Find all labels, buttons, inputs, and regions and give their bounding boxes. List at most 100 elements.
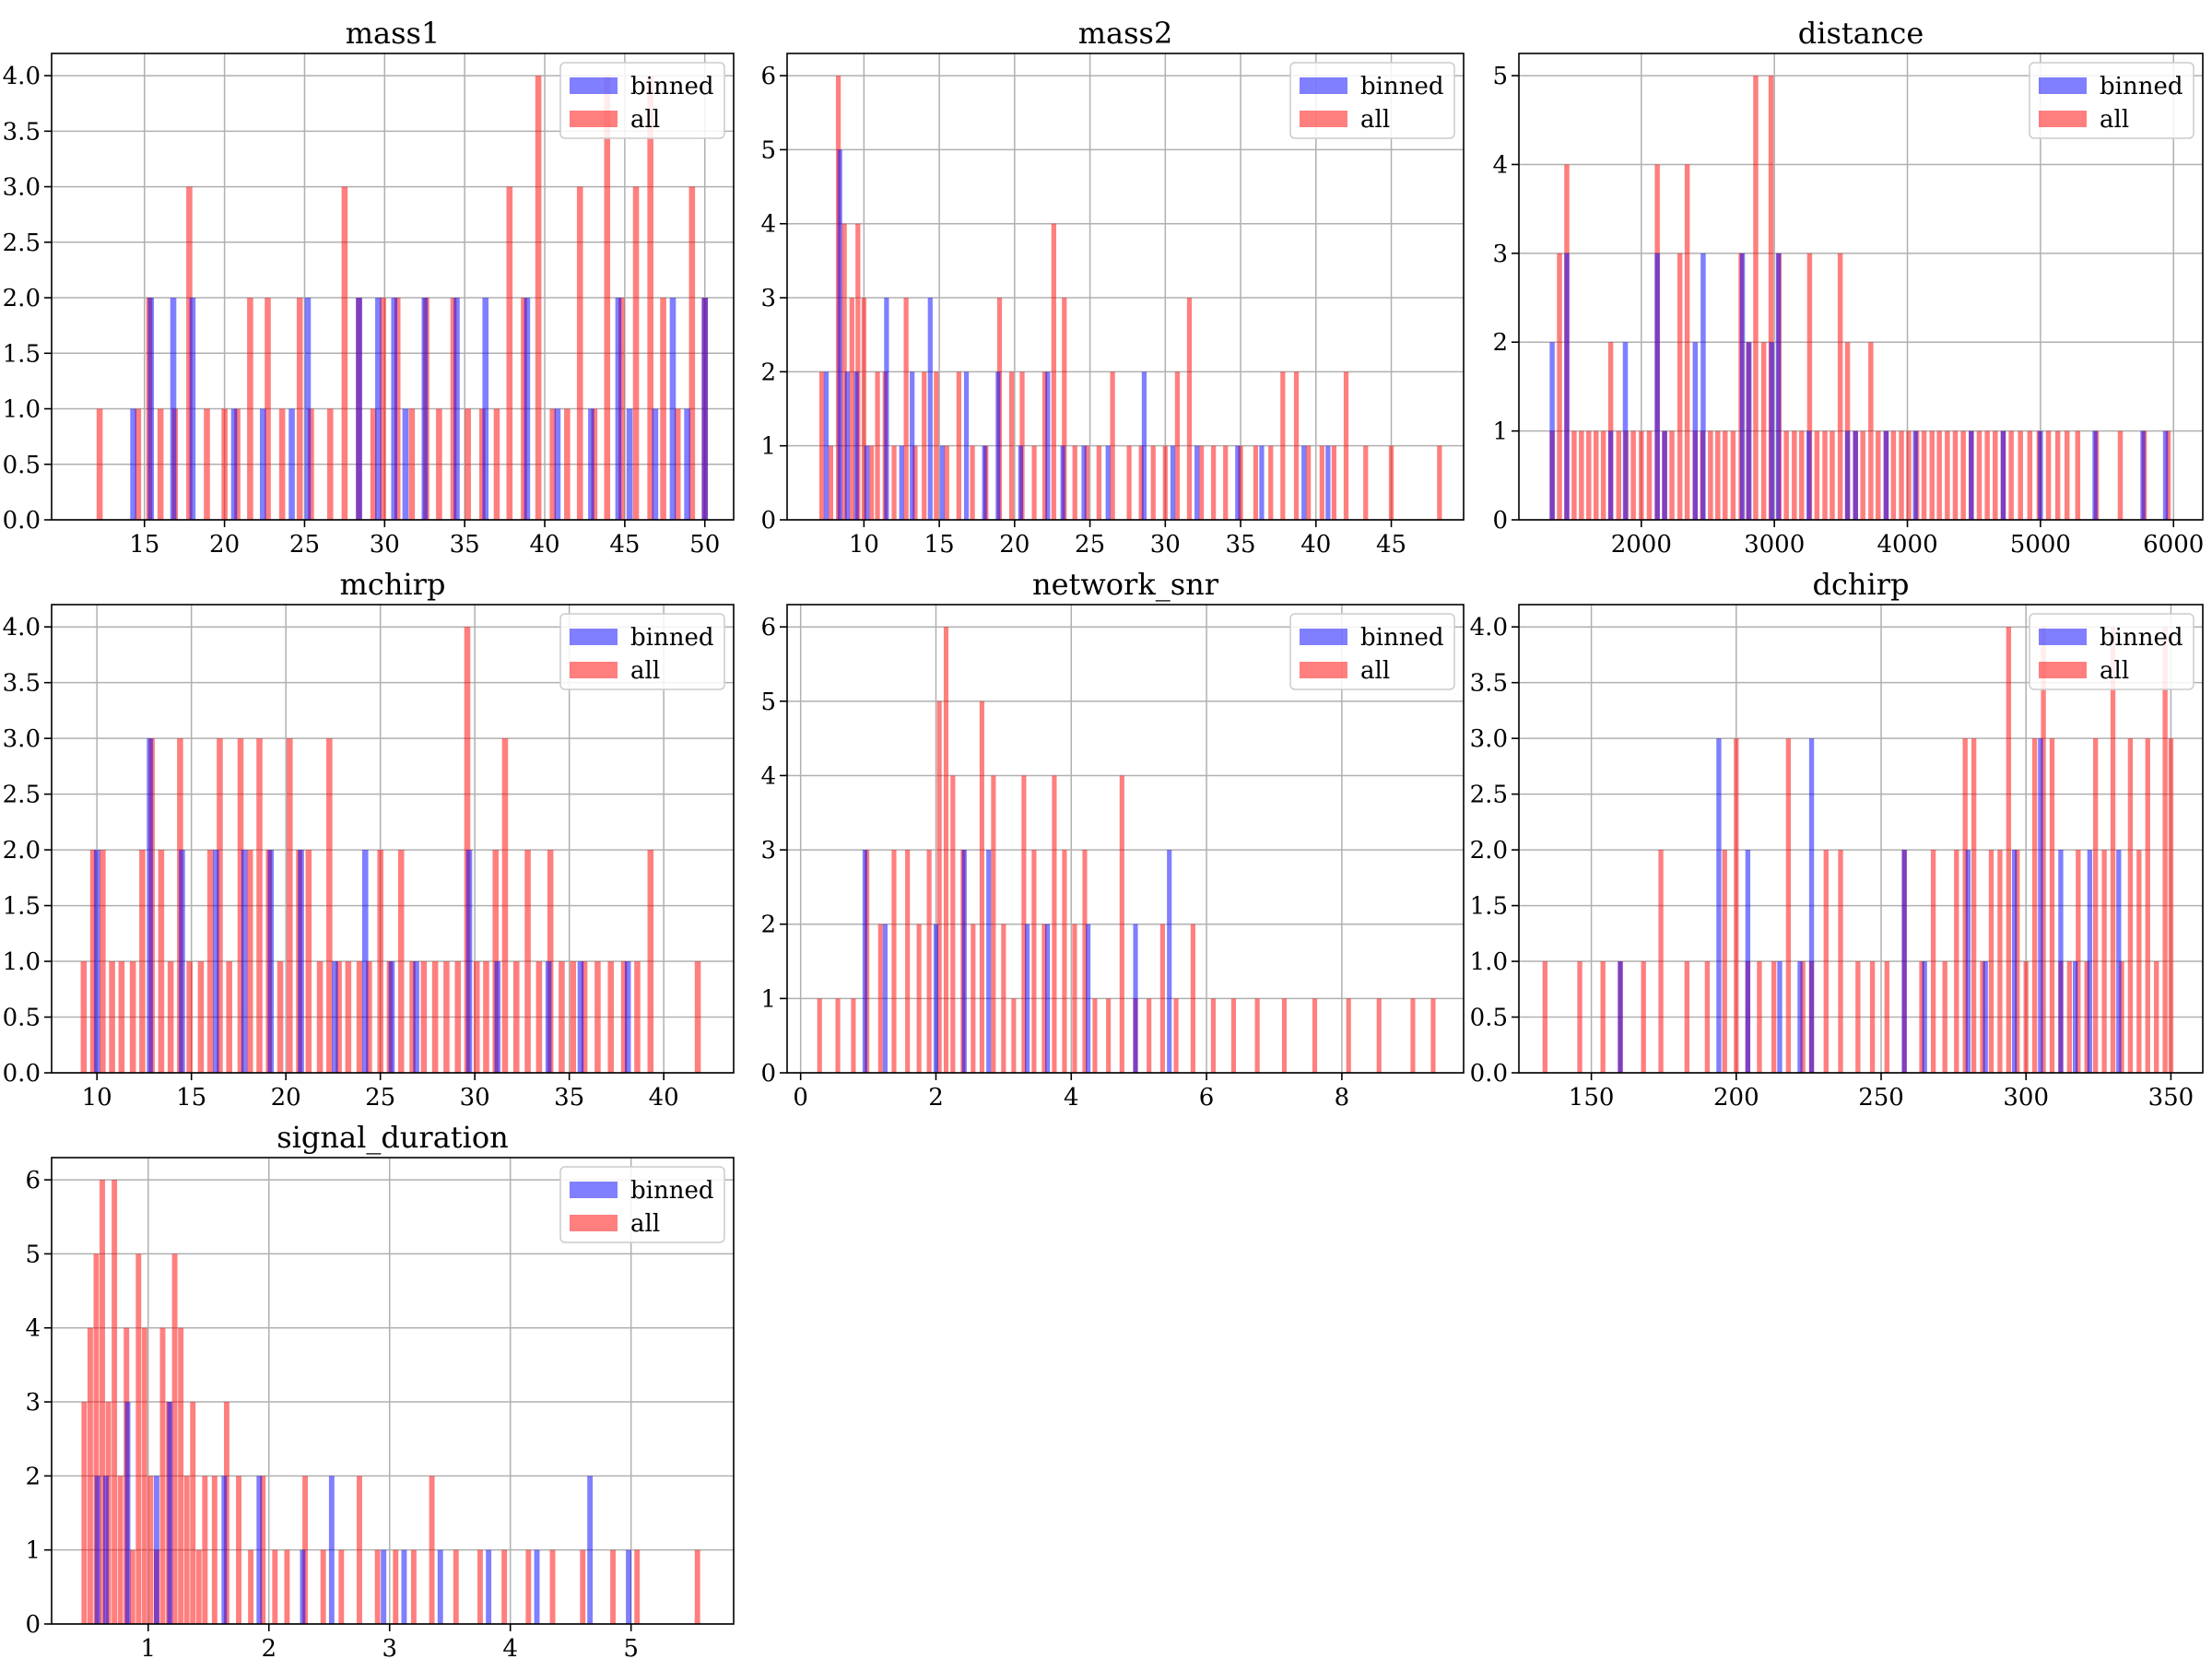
distance-bar-all <box>2054 430 2061 520</box>
signal-duration-bar-all <box>477 1549 483 1624</box>
mass1-bar-all <box>247 298 253 520</box>
dchirp-bar-binned <box>1777 961 1783 1073</box>
mass1-y-tick-label: 1.5 <box>3 340 41 368</box>
signal-duration-y-tick-label: 3 <box>25 1389 41 1417</box>
signal-duration-bar-all <box>501 1549 508 1624</box>
network-snr-bar-all <box>1312 998 1318 1073</box>
signal-duration-bar-all <box>610 1549 616 1624</box>
network-snr-y-tick-label: 5 <box>760 688 776 716</box>
signal-duration-bar-binned <box>486 1549 492 1624</box>
mass2-bar-all <box>818 371 825 520</box>
mchirp-y-tick-label: 4.0 <box>3 614 41 641</box>
distance-bar-all <box>1677 253 1683 520</box>
mass2-y-tick-label: 1 <box>760 433 776 461</box>
signal-duration-bar-all <box>338 1549 345 1624</box>
network-snr-y-tick-label: 6 <box>760 614 776 641</box>
dchirp-bar-all <box>2154 961 2159 1073</box>
network-snr-axes-frame <box>786 604 1465 1074</box>
mchirp-bar-all <box>100 850 106 1073</box>
network-snr-bar-all <box>979 700 984 1073</box>
signal-duration-bar-all <box>272 1549 278 1624</box>
distance-bar-binned <box>2140 430 2146 520</box>
mass1-bar-binned <box>170 298 177 520</box>
distance-bar-all <box>1868 342 1874 520</box>
mass2-bar-binned <box>927 298 933 520</box>
mass2-bar-binned <box>1194 445 1200 520</box>
mchirp-bar-binned <box>494 961 501 1073</box>
mchirp-bar-binned <box>213 850 219 1073</box>
mass1-bar-all <box>296 298 303 520</box>
distance-bar-all <box>1929 430 1935 520</box>
mass1-bar-binned <box>588 408 594 520</box>
mass2-bar-all <box>1031 445 1037 520</box>
distance-bar-binned <box>1853 430 1858 520</box>
mchirp-bar-all <box>431 961 439 1073</box>
network-snr-y-tick-label: 0 <box>760 1060 776 1088</box>
distance-bar-all <box>1768 76 1774 520</box>
panel-distance: 2000 3000 4000 5000 6000 0 1 2 3 4 5 distance binned… <box>1492 16 2204 559</box>
mass1-series-all <box>96 76 709 521</box>
distance-bar-all <box>1993 430 1998 520</box>
network-snr-bar-all <box>1119 775 1124 1073</box>
mass2-bar-binned <box>1170 445 1176 520</box>
mass1-y-tick-label: 0.0 <box>3 507 41 535</box>
signal-duration-bar-all <box>202 1476 208 1624</box>
mass1-bar-all <box>632 186 640 521</box>
signal-duration-legend-label-binned: binned <box>630 1177 713 1205</box>
distance-bar-all <box>1860 430 1865 520</box>
mass2-legend: binned all <box>1289 62 1455 139</box>
network-snr-bar-all <box>1031 850 1037 1073</box>
mass1-bar-all <box>549 408 557 520</box>
mass1-bar-all <box>465 408 471 520</box>
mchirp-legend-swatch-all <box>570 662 618 678</box>
mass2-bar-binned <box>823 371 830 520</box>
distance-bar-binned <box>1662 430 1667 520</box>
mass2-bar-all <box>841 223 847 520</box>
signal-duration-bar-all <box>549 1549 556 1624</box>
distance-bar-all <box>2065 430 2070 520</box>
mass1-series-binned <box>130 298 709 520</box>
dchirp-bar-all <box>2031 738 2038 1073</box>
mchirp-bar-binned <box>298 850 304 1073</box>
panel-dchirp: 150 200 250 300 350 0.0 0.5 1.0 1.5 2.0 2.5 3.0 3.5 4… <box>1470 567 2204 1112</box>
mass2-bar-all <box>1211 445 1217 520</box>
network-snr-x-tick-label: 6 <box>1199 1084 1215 1112</box>
signal-duration-bar-binned <box>167 1402 173 1624</box>
mass1-bar-binned <box>453 298 460 520</box>
mass2-axes-frame <box>786 53 1465 521</box>
distance-bar-binned <box>1700 253 1706 520</box>
distance-bar-all <box>2045 430 2052 520</box>
signal-duration-bar-all <box>93 1253 100 1624</box>
mass2-bar-all <box>956 371 961 520</box>
mass1-bar-binned <box>524 298 531 520</box>
mass1-bar-binned <box>391 298 398 520</box>
distance-bar-all <box>2018 430 2023 520</box>
mass2-bar-all <box>1293 371 1300 520</box>
dchirp-legend-swatch-binned <box>2039 629 2087 645</box>
mchirp-bar-all <box>483 961 489 1073</box>
mass2-y-tick-label: 4 <box>760 211 776 239</box>
panel-mass1: 15 20 25 30 35 40 45 50 0.0 0.5 1.0 1.5 2.0 2.5 3.0 3.5… <box>3 16 735 559</box>
network-snr-bar-all <box>877 924 883 1073</box>
network-snr-bar-binned <box>961 850 967 1073</box>
mass2-bar-all <box>1331 445 1337 520</box>
mass2-x-tick-label: 10 <box>849 531 879 559</box>
mass1-bar-binned <box>375 298 382 520</box>
dchirp-bar-all <box>2101 850 2107 1073</box>
distance-bar-all <box>1684 164 1690 520</box>
dchirp-bar-binned <box>1965 850 1971 1073</box>
distance-bar-all <box>1984 430 1990 520</box>
mass2-bar-all <box>891 445 897 520</box>
signal-duration-bar-binned <box>626 1549 631 1624</box>
dchirp-bar-all <box>2023 961 2029 1073</box>
mass2-bar-all <box>868 445 875 520</box>
network-snr-bar-all <box>1147 998 1152 1073</box>
distance-series-binned <box>1549 253 2169 520</box>
distance-y-tick-label: 0 <box>1492 507 1508 535</box>
mchirp-y-tick-label: 2.0 <box>3 837 41 865</box>
dchirp-bar-all <box>1684 961 1690 1073</box>
distance-x-tick-label: 6000 <box>2143 531 2204 559</box>
distance-bar-all <box>1906 430 1912 520</box>
mass1-axes-frame <box>51 53 735 521</box>
